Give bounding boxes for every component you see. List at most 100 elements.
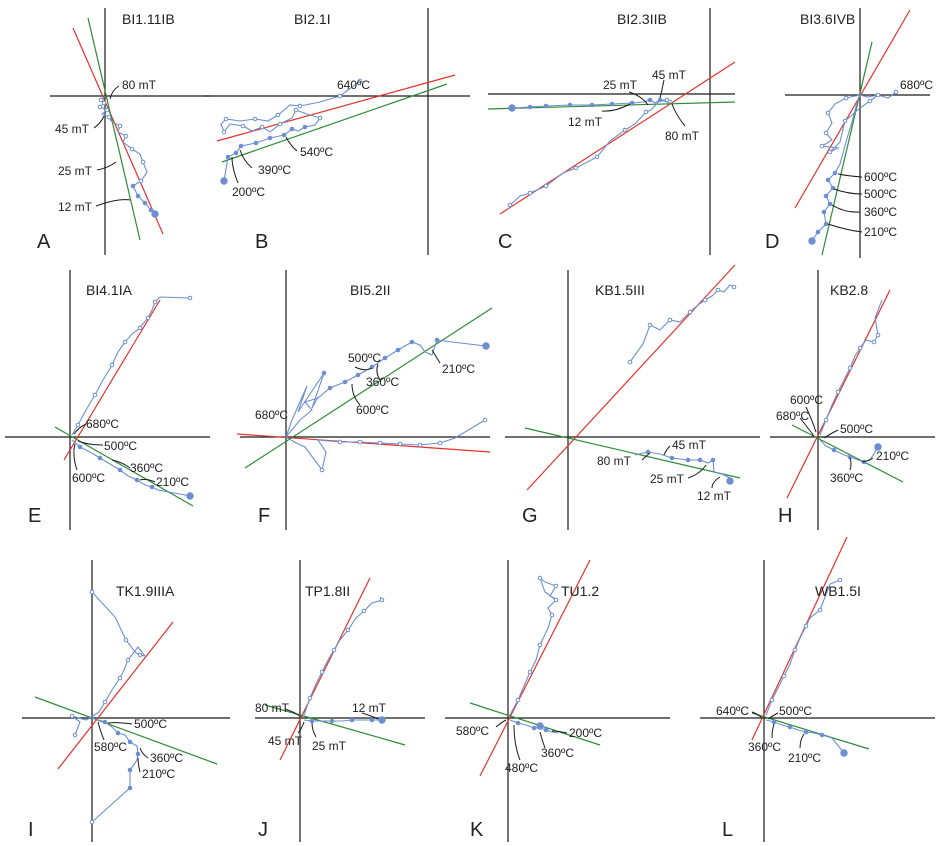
panel-c-leader-80mt [671, 103, 686, 127]
panel-i-label-4: 210ºC [142, 767, 175, 781]
panel-h-leader-600 [805, 406, 817, 433]
panel-f-zigzag-path [285, 372, 325, 438]
panel-b-points [220, 78, 363, 185]
panel-d-label-2: 600ºC [864, 170, 897, 184]
panel-c: BI2.3IIB 25 mT 45 mT 12 mT 80 mT C [487, 8, 736, 255]
panel-e-leader-500 [77, 440, 104, 446]
panel-c-leader-45mt [659, 79, 665, 99]
panel-b-title: BI2.1I [294, 11, 331, 27]
panel-k-label-1: 580ºC [456, 724, 489, 738]
panel-b-red-fit [216, 74, 456, 142]
panel-k-green-fit [469, 702, 601, 746]
panel-l-leader-360 [771, 723, 775, 739]
panel-f-green-fit [244, 307, 493, 469]
panel-a-green-fit [87, 17, 141, 241]
panel-j-leader-12mt [361, 712, 379, 720]
panel-i-green-fit [34, 696, 218, 765]
panel-k-title: TU1.2 [561, 583, 599, 599]
panel-e: BI4.1IA 680ºC 500ºC 360ºC 600ºC 210ºC E [5, 270, 210, 530]
panel-e-green-fit [54, 426, 194, 507]
panel-f-letter: F [258, 505, 270, 527]
panel-g-label-4: 12 mT [697, 489, 732, 503]
panel-i-label-2: 580ºC [94, 740, 127, 754]
panel-l-title: WB1.5I [815, 583, 861, 599]
panel-k-leader-200 [551, 730, 568, 734]
panel-j-vertical-path [303, 596, 383, 716]
panel-f-label-5: 600ºC [356, 403, 389, 417]
panel-l-green-fit [751, 712, 870, 750]
panel-k-letter: K [470, 819, 484, 841]
panel-a-label-2: 45 mT [55, 122, 90, 136]
panel-b-letter: B [255, 231, 268, 253]
panel-a-label-3: 25 mT [58, 164, 93, 178]
panel-h: KB2.8 600ºC 680ºC 500ºC 210ºC 360ºC H [770, 270, 935, 530]
panel-d-leader-500 [833, 188, 863, 195]
panel-c-title: BI2.3IIB [617, 11, 667, 27]
panel-j-leader-80mt [284, 708, 301, 717]
panel-h-label-1: 600ºC [790, 393, 823, 407]
panel-a-leader-25mt [96, 161, 117, 171]
panel-e-leader-600 [73, 443, 78, 471]
panel-b-label-2: 540ºC [300, 145, 333, 159]
panel-h-leader-680 [799, 417, 815, 437]
panel-g-leader-12mt [711, 476, 721, 489]
panel-a-label-1: 80 mT [122, 78, 157, 92]
panel-e-vertical-path [71, 296, 191, 436]
panel-f-lower-path [285, 419, 486, 472]
panel-c-letter: C [498, 231, 512, 253]
panel-i-leader-210 [137, 757, 141, 773]
panel-e-leader-680 [73, 423, 87, 435]
panel-e-red-fit [63, 299, 161, 461]
panel-f-label-1: 500ºC [348, 351, 381, 365]
panel-i-leader-580 [97, 721, 105, 741]
panel-l-points [769, 577, 848, 757]
panel-j-letter: J [258, 819, 268, 841]
panel-l-letter: L [722, 819, 733, 841]
panel-f-leader-360 [376, 363, 381, 381]
panel-j-label-1: 80 mT [255, 701, 290, 715]
panel-c-points [507, 97, 670, 208]
panel-b-leader-540 [285, 136, 298, 152]
panel-d-label-3: 500ºC [864, 187, 897, 201]
panel-d-points [808, 89, 899, 245]
panel-d-letter: D [765, 231, 779, 253]
panel-l-leader-640 [751, 711, 763, 719]
panel-a-leader-45mt [93, 115, 105, 129]
panel-g-red-fit [526, 264, 736, 491]
panel-f: BI5.2II 500ºC 210ºC 360ºC 680ºC 600ºC F [236, 270, 493, 530]
panel-c-horizontal-path [511, 99, 671, 109]
panel-h-green-fit [791, 424, 904, 483]
panel-j-horizontal-path [303, 719, 382, 722]
panel-b-leader-390 [239, 149, 253, 169]
panel-g-leader-80mt [641, 452, 651, 461]
panel-l-leader-210 [799, 733, 805, 749]
panel-k: TU1.2 580ºC 200ºC 360ºC 480ºC K [445, 559, 670, 842]
panel-e-letter: E [28, 505, 41, 527]
panel-k-red-fit [479, 559, 591, 777]
panel-h-label-4: 210ºC [876, 449, 909, 463]
panel-e-leader-210 [139, 478, 156, 483]
panel-l-vertical-path [765, 579, 841, 716]
panel-j-label-2: 12 mT [352, 701, 387, 715]
panel-h-label-3: 500ºC [840, 422, 873, 436]
panel-a-leader-80mt [109, 85, 120, 100]
panel-d-title: BI3.6IVB [800, 11, 855, 27]
panel-d-leader-360 [831, 204, 861, 213]
panel-g-green-fit [524, 427, 741, 479]
panel-i-label-3: 360ºC [150, 751, 183, 765]
panel-g-title: KB1.5III [595, 282, 645, 298]
panel-f-leader-210 [431, 349, 441, 364]
panel-e-label-1: 680ºC [86, 417, 119, 431]
panel-i: TK1.9IIIA 500ºC 580ºC 360ºC 210ºC I [22, 560, 230, 842]
panel-f-leader-500 [354, 366, 373, 371]
panel-g-label-1: 45 mT [672, 438, 707, 452]
panel-d-leader-600 [837, 173, 863, 178]
panel-l-label-1: 640ºC [716, 704, 749, 718]
panel-h-leader-210 [861, 457, 874, 463]
panel-l-leader-500 [767, 712, 779, 720]
panel-l-label-2: 500ºC [779, 704, 812, 718]
panel-d-label-4: 360ºC [864, 205, 897, 219]
panel-h-points [823, 332, 882, 465]
panel-a-demag-path [99, 95, 156, 215]
